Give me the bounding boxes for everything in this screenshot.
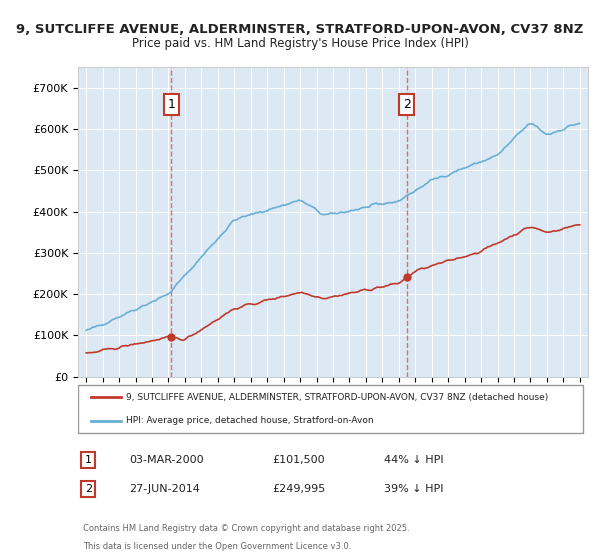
Text: 03-MAR-2000: 03-MAR-2000 — [129, 455, 203, 465]
Text: Contains HM Land Registry data © Crown copyright and database right 2025.: Contains HM Land Registry data © Crown c… — [83, 524, 410, 533]
Text: HPI: Average price, detached house, Stratford-on-Avon: HPI: Average price, detached house, Stra… — [127, 416, 374, 425]
Text: 2: 2 — [403, 98, 410, 111]
Text: 1: 1 — [167, 98, 175, 111]
Text: 9, SUTCLIFFE AVENUE, ALDERMINSTER, STRATFORD-UPON-AVON, CV37 8NZ: 9, SUTCLIFFE AVENUE, ALDERMINSTER, STRAT… — [16, 24, 584, 36]
Text: 1: 1 — [85, 455, 92, 465]
Text: 39% ↓ HPI: 39% ↓ HPI — [384, 484, 443, 494]
Text: 44% ↓ HPI: 44% ↓ HPI — [384, 455, 443, 465]
FancyBboxPatch shape — [78, 385, 583, 433]
Text: 2: 2 — [85, 484, 92, 494]
Text: £249,995: £249,995 — [272, 484, 325, 494]
Text: 27-JUN-2014: 27-JUN-2014 — [129, 484, 200, 494]
Text: 9, SUTCLIFFE AVENUE, ALDERMINSTER, STRATFORD-UPON-AVON, CV37 8NZ (detached house: 9, SUTCLIFFE AVENUE, ALDERMINSTER, STRAT… — [127, 393, 549, 402]
Text: £101,500: £101,500 — [272, 455, 325, 465]
Text: Price paid vs. HM Land Registry's House Price Index (HPI): Price paid vs. HM Land Registry's House … — [131, 38, 469, 50]
Text: This data is licensed under the Open Government Licence v3.0.: This data is licensed under the Open Gov… — [83, 542, 352, 550]
